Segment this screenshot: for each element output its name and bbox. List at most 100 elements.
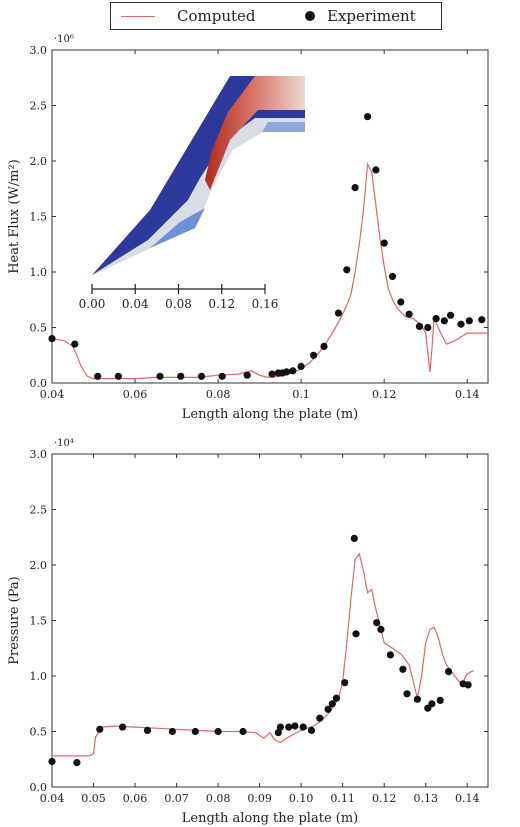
experiment-point [48, 335, 56, 343]
experiment-point [403, 690, 411, 698]
experiment-point [386, 651, 394, 659]
x-tick-label: 0.12 [372, 388, 397, 401]
legend-experiment-marker [305, 11, 315, 21]
experiment-point [297, 362, 305, 370]
inset-wake [262, 122, 305, 132]
x-tick-label: 0.12 [372, 792, 397, 805]
heat-flux-chart: 0.0 0.5 1.0 1.5 2.0 2.5 3.0 0.04 0.06 0.08 0.1 0.12… [7, 34, 489, 422]
x-tick-label: 0.08 [206, 792, 231, 805]
experiment-point [428, 700, 436, 708]
inset-tick-label: 0.04 [122, 297, 149, 311]
experiment-point [168, 727, 176, 736]
experiment-point [324, 705, 332, 713]
experiment-point [307, 726, 316, 735]
experiment-point [352, 630, 360, 638]
experiment-point [285, 723, 293, 731]
experiment-point [343, 266, 351, 274]
experiment-point [478, 316, 486, 324]
experiment-point [328, 700, 336, 708]
experiment-point [316, 714, 324, 722]
y-exponent-label: ·10⁴ [54, 438, 74, 449]
experiment-point [119, 723, 127, 731]
legend-experiment-label: Experiment [327, 7, 416, 25]
experiment-point [380, 239, 388, 247]
x-tick-label: 0.09 [247, 792, 272, 805]
inset-tick-label: 0.08 [165, 297, 192, 311]
experiment-point [143, 726, 152, 735]
x-axis-label: Length along the plate (m) [182, 811, 358, 826]
experiment-point [291, 722, 299, 730]
y-tick-label: 3.0 [30, 44, 48, 57]
pressure-chart: 0.0 0.5 1.0 1.5 2.0 2.5 3.0 0.04 0.05 0.06 0.07 0.0… [7, 438, 489, 826]
x-tick-label: 0.04 [40, 388, 65, 401]
y-tick-label: 0.0 [30, 781, 48, 794]
experiment-point [156, 372, 164, 380]
x-tick-label: 0.05 [81, 792, 106, 805]
x-tick-label: 0.1 [292, 388, 310, 401]
x-tick-label: 0.10 [289, 792, 314, 805]
experiment-point [177, 372, 185, 380]
experiment-point [268, 370, 276, 378]
y-tick-label: 2.5 [30, 100, 48, 113]
y-tick-label: 2.0 [30, 155, 48, 168]
experiment-point [440, 317, 448, 325]
y-tick-label: 2.5 [30, 504, 48, 517]
y-tick-label: 1.5 [30, 211, 48, 224]
experiment-point [73, 759, 81, 767]
x-tick-label: 0.14 [455, 388, 480, 401]
x-tick-label: 0.06 [123, 388, 148, 401]
x-axis-label: Length along the plate (m) [182, 407, 358, 422]
computed-line [52, 162, 488, 380]
x-tick-label: 0.13 [413, 792, 438, 805]
experiment-point [96, 725, 104, 733]
experiment-point [364, 113, 372, 121]
experiment-point [424, 323, 432, 332]
inset-light-patch [150, 208, 205, 248]
x-tick-label: 0.11 [330, 792, 355, 805]
experiment-point [289, 367, 297, 375]
y-exponent-label: ·10⁶ [54, 34, 74, 45]
y-tick-label: 0.5 [30, 322, 48, 335]
experiment-point [373, 619, 381, 627]
y-tick-label: 0.5 [30, 726, 48, 739]
experiment-point [114, 372, 122, 380]
y-tick-label: 1.5 [30, 615, 48, 628]
experiment-point [377, 625, 385, 634]
y-tick-label: 2.0 [30, 559, 48, 572]
experiment-point [283, 368, 291, 376]
experiment-point [310, 351, 318, 359]
inset-flow-contour: 0.00 0.04 0.08 0.12 0.16 [79, 76, 305, 311]
legend-computed-label: Computed [177, 7, 256, 25]
experiment-point [320, 342, 328, 350]
experiment-point [399, 665, 407, 673]
y-tick-label: 1.0 [30, 266, 48, 279]
y-tick-label: 0.0 [30, 377, 48, 390]
y-tick-label: 3.0 [30, 448, 48, 461]
experiment-point [214, 727, 222, 736]
experiment-point [71, 340, 79, 348]
inset-boundary-layer [92, 118, 305, 275]
experiment-point [445, 668, 453, 676]
plot-frame [51, 453, 489, 788]
inset-tick-label: 0.00 [79, 297, 106, 311]
experiment-point [372, 166, 380, 174]
experiment-point [341, 679, 349, 687]
experiment-point [274, 729, 282, 737]
experiment-point [239, 727, 247, 736]
experiment-point [197, 372, 206, 380]
experiment-point [94, 372, 102, 380]
experiment-point [48, 757, 56, 766]
experiment-point [413, 695, 421, 703]
experiment-point [405, 310, 413, 318]
x-tick-label: 0.06 [123, 792, 148, 805]
experiment-point [299, 723, 307, 731]
experiment-point [350, 534, 358, 543]
experiment-point [218, 372, 226, 380]
experiment-point [351, 184, 359, 192]
experiment-point [464, 681, 472, 689]
y-axis-label: Heat Flux (W/m²) [7, 159, 22, 274]
experiment-point [465, 317, 473, 325]
x-tick-label: 0.14 [455, 792, 480, 805]
experiment-point [457, 320, 465, 328]
x-tick-label: 0.04 [40, 792, 65, 805]
